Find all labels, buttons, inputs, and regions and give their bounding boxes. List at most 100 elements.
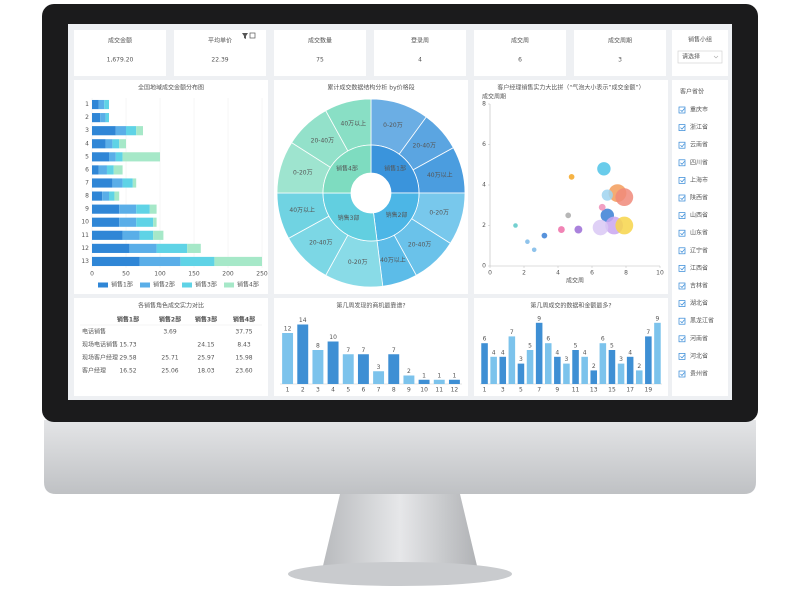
x-tick-label: 7: [537, 387, 541, 394]
x-tick-label: 2: [301, 387, 305, 394]
province-item: 云南省: [690, 141, 708, 149]
y-tick-label: 6: [482, 141, 486, 148]
chart-panel: [74, 298, 268, 396]
bar-segment: [136, 204, 150, 214]
kpi-value: 1,679.20: [107, 57, 134, 64]
x-tick-label: 8: [624, 270, 628, 277]
x-tick-label: 10: [420, 387, 428, 394]
checkbox[interactable]: [678, 124, 686, 131]
chart-title: 第几周成交的数据和金额最多?: [530, 302, 611, 310]
legend-label: 销售2部: [153, 281, 175, 289]
checkbox[interactable]: [678, 370, 686, 378]
checkbox[interactable]: [678, 353, 686, 360]
province-item: 河北省: [690, 352, 708, 360]
bubble: [531, 247, 537, 253]
bar-value-label: 8: [316, 343, 320, 350]
bar-value-label: 14: [299, 317, 307, 324]
bar-segment: [126, 126, 137, 136]
bar-segment: [112, 139, 120, 149]
bar-value-label: 10: [329, 334, 337, 341]
bar-value-label: 5: [574, 343, 578, 350]
bar-segment: [98, 99, 105, 110]
checkbox[interactable]: [678, 300, 686, 307]
sunburst-outer-label: 0-20万: [429, 209, 449, 216]
checkbox[interactable]: [678, 247, 686, 255]
sunburst-inner-label: 销售3部: [338, 214, 360, 222]
kpi-value: 6: [518, 57, 522, 64]
bar-value-label: 2: [592, 363, 596, 370]
dropdown[interactable]: [677, 50, 723, 64]
bar: [403, 375, 415, 384]
bar-segment: [122, 230, 140, 240]
legend-swatch: [140, 282, 150, 288]
checkbox[interactable]: [678, 106, 686, 114]
checkbox[interactable]: [678, 265, 686, 272]
bar: [499, 356, 507, 384]
table-cell: 8.43: [237, 342, 251, 349]
checkbox[interactable]: [678, 317, 686, 325]
x-tick-label: 6: [590, 270, 594, 277]
sunburst-outer-label: 0-20万: [293, 170, 313, 177]
chart-panel: [474, 298, 668, 396]
table-cell: 25.97: [197, 355, 214, 362]
checkmark: [680, 125, 685, 130]
table-cell: 24.15: [197, 342, 214, 349]
table-row-name: 现场客户经理: [82, 354, 118, 362]
y-tick-label: 4: [482, 182, 486, 189]
x-tick-label: 9: [555, 387, 559, 394]
bar-segment: [98, 165, 107, 175]
table-header: 销售2部: [159, 316, 181, 324]
y-tick-label: 2: [85, 114, 89, 121]
bar-value-label: 6: [546, 336, 550, 343]
legend-swatch: [182, 282, 192, 288]
checkbox[interactable]: [678, 282, 686, 290]
checkmark: [680, 319, 685, 324]
checkbox[interactable]: [678, 141, 686, 149]
checkmark: [680, 231, 685, 236]
checkbox[interactable]: [678, 194, 686, 202]
bar-segment: [112, 178, 123, 188]
kpi-card: [374, 30, 466, 76]
table-cell: 15.98: [235, 355, 252, 362]
y-tick-label: 8: [85, 193, 89, 200]
kpi-card: [274, 30, 366, 76]
checkbox[interactable]: [678, 335, 686, 343]
y-tick-label: 0: [482, 263, 486, 270]
table-cell: 37.75: [235, 329, 252, 336]
checkbox[interactable]: [678, 229, 686, 237]
checkbox[interactable]: [678, 212, 686, 219]
x-tick-label: 0: [488, 270, 492, 277]
checkbox[interactable]: [678, 177, 686, 184]
province-item: 江西省: [690, 264, 708, 272]
x-tick-label: 15: [608, 387, 616, 394]
bar-value-label: 5: [528, 343, 532, 350]
chart-title: 累计成交数据结构分析 by价格段: [327, 84, 414, 92]
y-tick-label: 12: [81, 245, 89, 252]
x-tick-label: 9: [407, 387, 411, 394]
bar: [572, 350, 579, 384]
bar-segment: [92, 178, 113, 188]
province-item: 陕西省: [690, 194, 708, 202]
checkbox[interactable]: [678, 159, 686, 167]
bar: [312, 350, 324, 384]
kpi-card: [74, 30, 166, 76]
x-tick-label: 0: [90, 271, 94, 278]
bar: [544, 343, 552, 384]
x-tick-label: 5: [346, 387, 350, 394]
x-tick-label: 11: [572, 387, 580, 394]
province-item: 辽宁省: [690, 246, 708, 254]
sunburst-outer-label: 20-40万: [311, 138, 334, 145]
y-tick-label: 13: [81, 258, 89, 265]
checkmark: [680, 213, 685, 218]
bar-segment: [109, 152, 116, 162]
y-tick-label: 6: [85, 166, 89, 173]
x-tick-label: 1: [286, 387, 290, 394]
bar-segment: [132, 178, 137, 188]
bar-value-label: 9: [656, 315, 660, 322]
dashboard: SMARTBI成交金额1,679.20平均单价22.39成交数量75登录周4成交…: [74, 30, 728, 396]
y-tick-label: 3: [85, 127, 89, 134]
x-tick-label: 12: [451, 387, 459, 394]
kpi-value: 3: [618, 57, 622, 64]
x-tick-label: 150: [188, 271, 200, 278]
